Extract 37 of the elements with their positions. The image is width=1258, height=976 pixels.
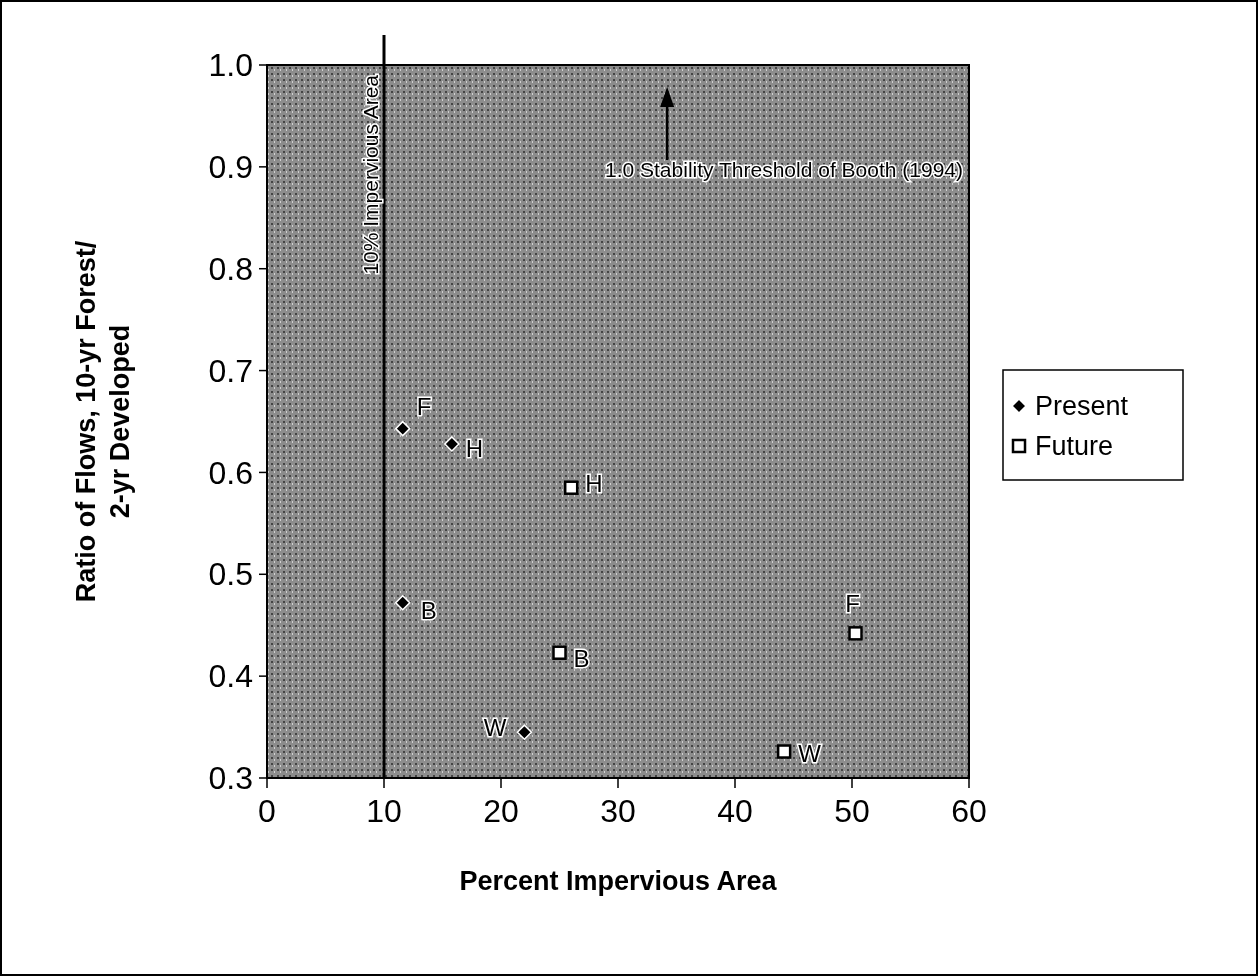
legend-label: Present xyxy=(1035,391,1129,422)
point xyxy=(516,724,533,740)
y-tick-label: 0.5 xyxy=(208,556,253,593)
point xyxy=(552,645,567,660)
point xyxy=(394,595,411,611)
x-tick-label: 10 xyxy=(366,793,402,829)
point xyxy=(394,420,411,437)
y-axis-title: Ratio of Flows, 10-yr Forest/ 2-yr Developed xyxy=(71,240,135,603)
y-tick-label: 0.9 xyxy=(208,149,253,186)
point xyxy=(776,744,792,759)
y-tick-label: 0.7 xyxy=(208,352,253,389)
annotation: B xyxy=(573,645,590,673)
annotation: 1.0 Stability Threshold of Booth (1994) xyxy=(605,158,963,181)
x-tick-label: 50 xyxy=(834,793,870,829)
legend-label: Future xyxy=(1035,431,1114,462)
x-tick-label: 20 xyxy=(483,793,519,829)
point xyxy=(848,626,863,641)
y-tick-label: 1.0 xyxy=(208,47,253,84)
x-tick-label: 60 xyxy=(951,793,987,829)
annotation: F xyxy=(416,393,432,421)
x-tick-label: 40 xyxy=(717,793,753,829)
y-tick-label: 0.4 xyxy=(208,658,253,695)
point xyxy=(563,480,579,495)
y-tick-label: 0.3 xyxy=(208,760,253,797)
y-tick-label: 0.6 xyxy=(208,454,253,491)
x-tick-label: 0 xyxy=(258,793,276,829)
annotation: B xyxy=(420,597,437,625)
ref-line-label: 10% Impervious Area xyxy=(359,74,382,275)
annotation: H xyxy=(585,470,603,498)
annotation: W xyxy=(798,739,822,767)
y-tick-label: 0.8 xyxy=(208,250,253,287)
annotation: H xyxy=(465,435,484,463)
x-axis-title: Percent Impervious Area xyxy=(459,866,778,896)
x-tick-label: 30 xyxy=(600,793,636,829)
annotation: W xyxy=(483,713,507,741)
annotation: F xyxy=(845,589,860,617)
point xyxy=(444,436,460,452)
